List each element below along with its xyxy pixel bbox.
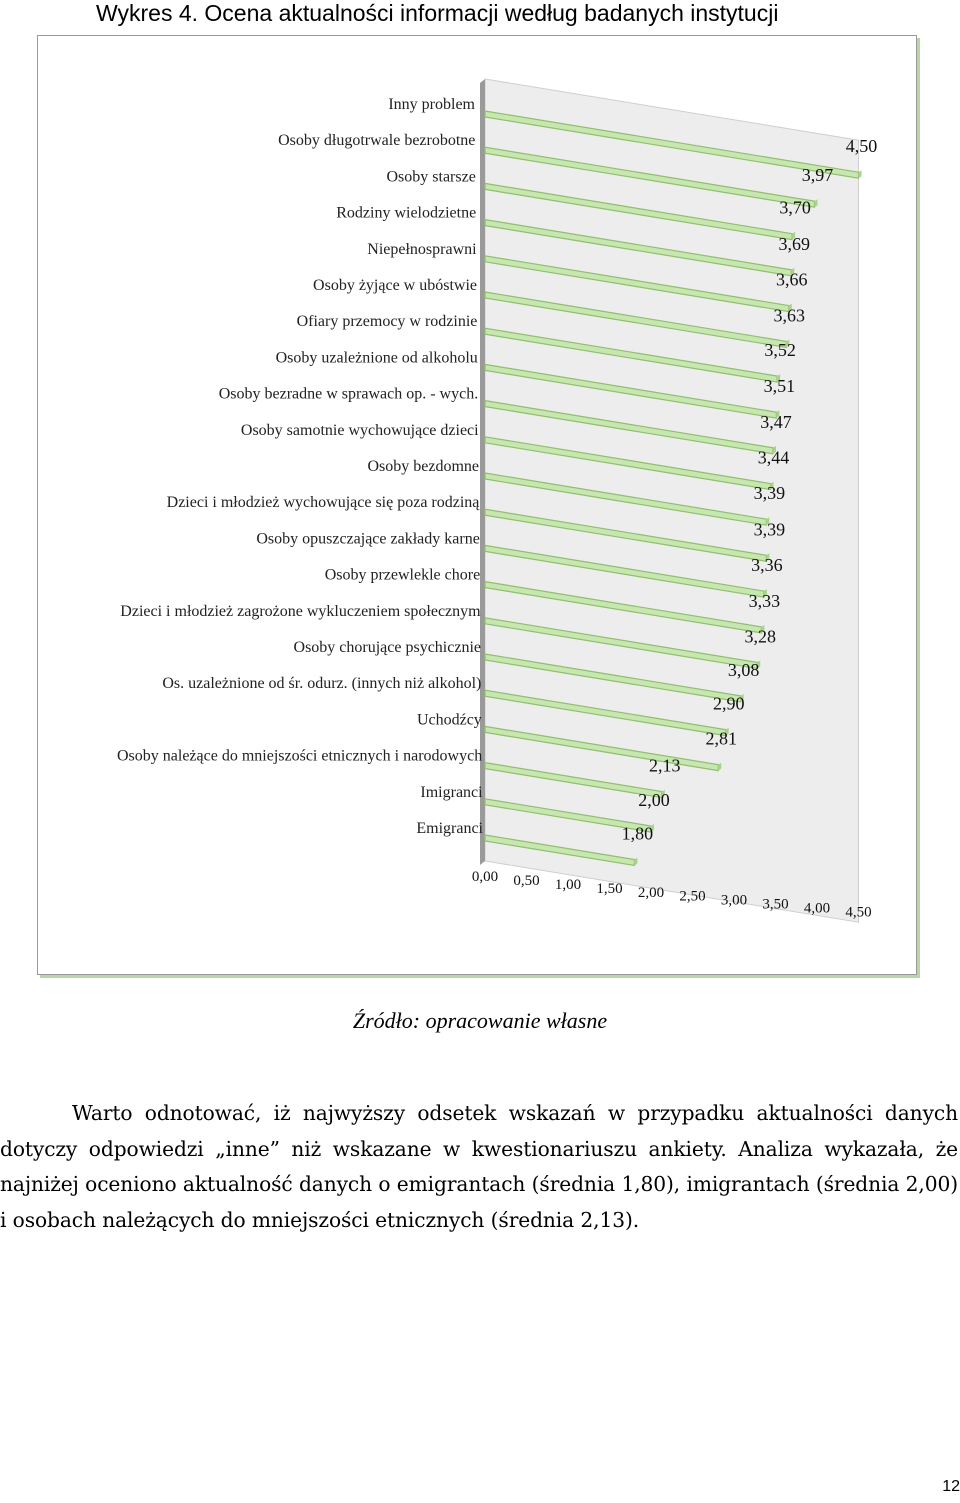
value-label: 3,70: [779, 198, 811, 218]
value-label: 1,80: [622, 823, 654, 843]
bar-end-cap: [858, 170, 862, 179]
category-label: Osoby żyjące w ubóstwie: [313, 277, 477, 294]
bar-end-cap: [786, 339, 790, 348]
value-label: 2,13: [649, 756, 681, 776]
x-tick-label: 2,50: [679, 889, 705, 905]
chart-frame: Inny problem Osoby długotrwale bezrobotne…: [37, 35, 917, 975]
value-label: 3,33: [749, 591, 781, 611]
x-tick-label: 0,00: [472, 869, 498, 885]
category-label: Inny problem: [388, 96, 475, 113]
bar-end-cap: [788, 303, 792, 312]
category-label: Osoby bezradne w sprawach op. - wych.: [219, 386, 478, 403]
bar-chart: Inny problem Osoby długotrwale bezrobotne…: [117, 78, 878, 923]
bar-end-cap: [773, 445, 777, 454]
bar-end-cap: [792, 231, 796, 240]
bar-end-cap: [763, 589, 767, 598]
category-label: Osoby przewlekle chore: [325, 567, 481, 584]
value-label: 3,66: [776, 270, 808, 290]
category-label: Ofiary przemocy w rodzinie: [297, 313, 478, 330]
value-label: 3,97: [802, 165, 834, 185]
category-label: Os. uzależnione od śr. odurz. (innych ni…: [162, 675, 481, 692]
category-label: Emigranci: [416, 820, 483, 837]
category-label: Osoby starsze: [386, 168, 475, 185]
value-label: 3,28: [744, 626, 776, 646]
category-label: Niepełnosprawni: [367, 241, 477, 258]
bar-end-cap: [761, 624, 765, 633]
category-label: Uchodźcy: [417, 711, 482, 728]
category-label: Rodziny wielodzietne: [336, 205, 476, 222]
category-label: Osoby uzależnione od alkoholu: [276, 349, 478, 366]
x-tick-label: 4,00: [804, 901, 830, 917]
value-label: 3,51: [764, 376, 796, 396]
value-label: 3,47: [760, 412, 792, 432]
value-label: 2,81: [705, 729, 737, 749]
bar-end-cap: [814, 199, 818, 208]
source-caption: Źródło: opracowanie własne: [352, 1008, 608, 1033]
value-label: 4,50: [846, 136, 878, 156]
value-label: 2,90: [713, 694, 745, 714]
bar-end-cap: [791, 267, 795, 276]
category-labels: Inny problem Osoby długotrwale bezrobotne…: [117, 96, 484, 837]
value-label: 3,63: [774, 305, 806, 325]
x-tick-label: 1,50: [596, 881, 622, 897]
x-tick-label: 0,50: [513, 873, 539, 889]
bar-end-cap: [776, 410, 780, 419]
value-label: 3,36: [751, 555, 783, 575]
category-label: Osoby samotnie wychowujące dzieci: [241, 422, 479, 439]
bar-end-cap: [718, 762, 722, 771]
bar-end-cap: [634, 857, 638, 866]
value-label: 3,08: [728, 660, 760, 680]
value-label: 3,44: [758, 448, 790, 468]
category-label: Osoby długotrwale bezrobotne: [278, 132, 475, 149]
category-label: Osoby opuszczające zakłady karne: [256, 530, 479, 547]
category-label: Osoby chorujące psychicznie: [294, 639, 481, 656]
bar-end-cap: [766, 517, 770, 526]
page-number: 12: [942, 1478, 960, 1495]
bar-end-cap: [740, 693, 744, 702]
x-tick-label: 3,50: [762, 897, 788, 913]
category-label: Osoby bezdomne: [367, 458, 479, 475]
bar-end-cap: [757, 660, 761, 669]
bar-end-cap: [725, 727, 729, 736]
category-label: Dzieci i młodzież wychowujące się poza r…: [167, 494, 481, 511]
bar-end-cap: [770, 481, 774, 490]
body-paragraph: Warto odnotować, iż najwyższy odsetek ws…: [0, 1101, 958, 1232]
x-tick-label: 1,00: [555, 877, 581, 893]
value-label: 3,39: [754, 519, 786, 539]
x-tick-label: 4,50: [845, 904, 871, 920]
side-wall: [480, 79, 485, 865]
value-label: 3,69: [779, 234, 811, 254]
bar-end-cap: [651, 824, 654, 832]
x-tick-label: 2,00: [638, 885, 664, 901]
value-label: 2,00: [638, 790, 670, 810]
x-axis-ticks: 0,00 0,50 1,00 1,50 2,00 2,50 3,00 3,50 4,00 4,50: [472, 869, 872, 920]
bar-end-cap: [777, 374, 781, 383]
bar-end-cap: [661, 789, 665, 798]
value-labels: 4,50 3,97 3,70 3,69 3,66 3,63 3,52 3,51 3,47 3,44…: [622, 136, 878, 843]
x-tick-label: 3,00: [721, 893, 747, 909]
value-label: 3,52: [764, 340, 796, 360]
bar-end-cap: [766, 553, 770, 562]
category-label: Imigranci: [420, 784, 483, 801]
category-label: Osoby należące do mniejszości etnicznych…: [117, 748, 482, 765]
bars-group: [484, 110, 862, 867]
category-label: Dzieci i młodzież zagrożone wykluczeniem…: [120, 603, 481, 620]
value-label: 3,39: [754, 483, 786, 503]
figure-title: Wykres 4. Ocena aktualności informacji w…: [96, 0, 779, 26]
